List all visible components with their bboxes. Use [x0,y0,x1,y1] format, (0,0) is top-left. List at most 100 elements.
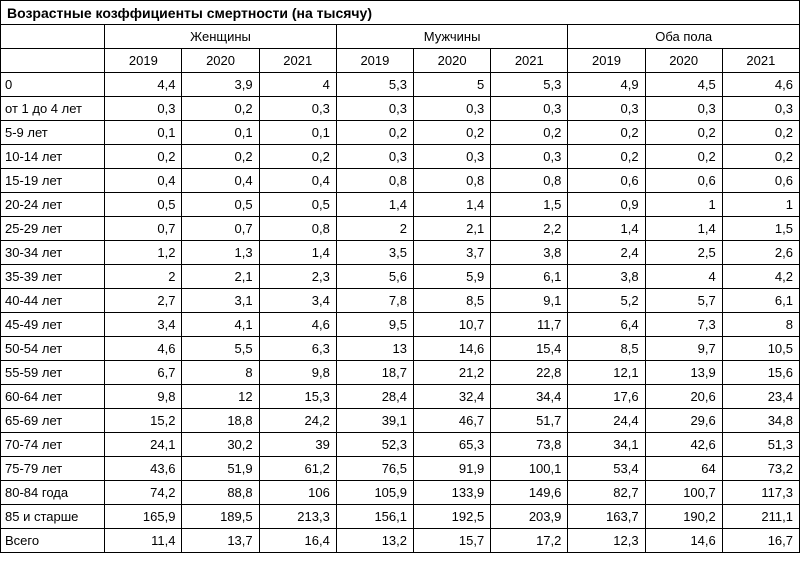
table-row: 75-79 лет43,651,961,276,591,9100,153,464… [1,457,800,481]
cell: 149,6 [491,481,568,505]
year-header-2-0: 2019 [568,49,645,73]
row-label: 40-44 лет [1,289,105,313]
cell: 5,2 [568,289,645,313]
cell: 4 [259,73,336,97]
cell: 117,3 [722,481,799,505]
cell: 4,6 [722,73,799,97]
cell: 6,7 [105,361,182,385]
cell: 2 [105,265,182,289]
table-row: 15-19 лет0,40,40,40,80,80,80,60,60,6 [1,169,800,193]
cell: 7,3 [645,313,722,337]
table-row: 85 и старше165,9189,5213,3156,1192,5203,… [1,505,800,529]
cell: 1,2 [105,241,182,265]
cell: 3,8 [491,241,568,265]
cell: 163,7 [568,505,645,529]
cell: 3,4 [259,289,336,313]
cell: 10,5 [722,337,799,361]
mortality-table: Возрастные козффициенты смертности (на т… [0,0,800,553]
year-header-2-1: 2020 [645,49,722,73]
cell: 24,4 [568,409,645,433]
row-label: 60-64 лет [1,385,105,409]
row-label: 80-84 года [1,481,105,505]
cell: 17,6 [568,385,645,409]
cell: 0,5 [182,193,259,217]
cell: 100,7 [645,481,722,505]
cell: 13,2 [336,529,413,553]
cell: 0,2 [722,145,799,169]
cell: 17,2 [491,529,568,553]
cell: 29,6 [645,409,722,433]
cell: 6,1 [722,289,799,313]
cell: 0,6 [568,169,645,193]
row-label: 0 [1,73,105,97]
header-blank [1,25,105,49]
cell: 0,3 [336,145,413,169]
cell: 10,7 [414,313,491,337]
row-label: 65-69 лет [1,409,105,433]
group-header-row: ЖенщиныМужчиныОба пола [1,25,800,49]
cell: 11,4 [105,529,182,553]
cell: 1,4 [414,193,491,217]
cell: 2,4 [568,241,645,265]
cell: 15,6 [722,361,799,385]
cell: 0,1 [182,121,259,145]
cell: 3,5 [336,241,413,265]
cell: 9,5 [336,313,413,337]
cell: 6,3 [259,337,336,361]
year-header-1-2: 2021 [491,49,568,73]
table-row: 04,43,945,355,34,94,54,6 [1,73,800,97]
cell: 42,6 [645,433,722,457]
cell: 3,8 [568,265,645,289]
cell: 0,3 [414,145,491,169]
cell: 3,9 [182,73,259,97]
cell: 5,6 [336,265,413,289]
cell: 74,2 [105,481,182,505]
cell: 100,1 [491,457,568,481]
cell: 211,1 [722,505,799,529]
table-row: 65-69 лет15,218,824,239,146,751,724,429,… [1,409,800,433]
cell: 9,8 [259,361,336,385]
cell: 15,2 [105,409,182,433]
cell: 0,3 [105,97,182,121]
cell: 23,4 [722,385,799,409]
row-label: 70-74 лет [1,433,105,457]
cell: 1,5 [722,217,799,241]
cell: 4,6 [105,337,182,361]
cell: 24,1 [105,433,182,457]
row-label: Всего [1,529,105,553]
cell: 30,2 [182,433,259,457]
table-row: 40-44 лет2,73,13,47,88,59,15,25,76,1 [1,289,800,313]
table-row: 70-74 лет24,130,23952,365,373,834,142,65… [1,433,800,457]
cell: 39,1 [336,409,413,433]
group-header-1: Мужчины [336,25,568,49]
cell: 0,1 [259,121,336,145]
cell: 13,7 [182,529,259,553]
cell: 51,9 [182,457,259,481]
cell: 1,5 [491,193,568,217]
cell: 9,8 [105,385,182,409]
cell: 0,2 [645,145,722,169]
cell: 0,3 [336,97,413,121]
cell: 213,3 [259,505,336,529]
cell: 0,2 [259,145,336,169]
cell: 0,2 [722,121,799,145]
cell: 0,8 [259,217,336,241]
table-row: 80-84 года74,288,8106105,9133,9149,682,7… [1,481,800,505]
cell: 2,5 [645,241,722,265]
cell: 12 [182,385,259,409]
table-row: 35-39 лет22,12,35,65,96,13,844,2 [1,265,800,289]
cell: 53,4 [568,457,645,481]
cell: 51,3 [722,433,799,457]
cell: 0,7 [105,217,182,241]
cell: 82,7 [568,481,645,505]
cell: 0,2 [105,145,182,169]
cell: 0,5 [105,193,182,217]
row-label: 35-39 лет [1,265,105,289]
cell: 0,3 [491,145,568,169]
cell: 21,2 [414,361,491,385]
cell: 2,6 [722,241,799,265]
cell: 39 [259,433,336,457]
table-row: Всего11,413,716,413,215,717,212,314,616,… [1,529,800,553]
cell: 15,7 [414,529,491,553]
table-row: 55-59 лет6,789,818,721,222,812,113,915,6 [1,361,800,385]
